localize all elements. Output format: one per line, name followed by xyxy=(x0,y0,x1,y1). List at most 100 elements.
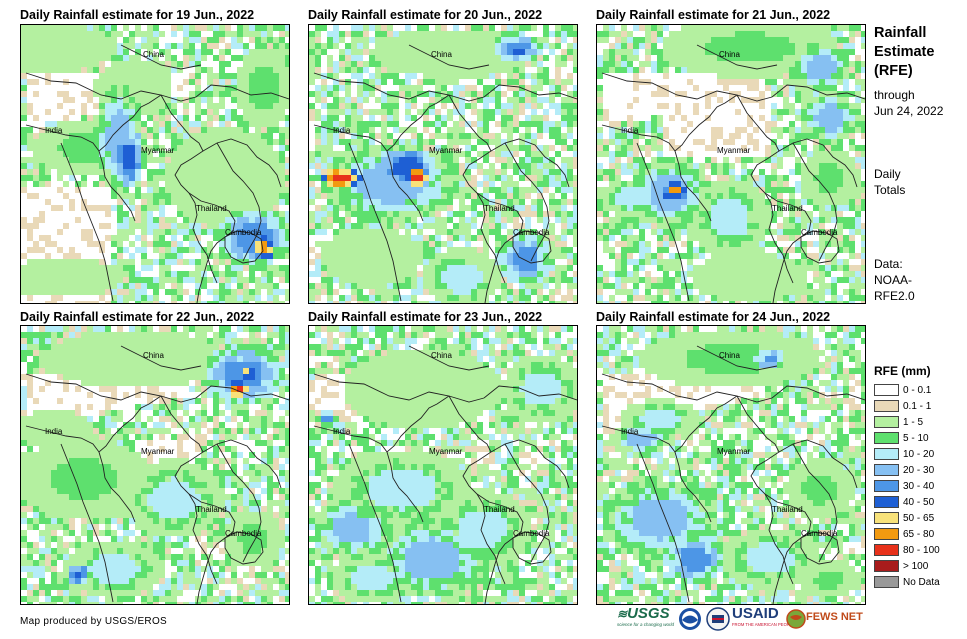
country-borders xyxy=(313,345,577,604)
map-label-thailand: Thailand xyxy=(196,204,227,213)
map-label-china: China xyxy=(719,351,740,360)
legend-swatch xyxy=(874,560,899,572)
legend-item: No Data xyxy=(874,574,940,590)
map-label-thailand: Thailand xyxy=(196,505,227,514)
data-label: Data: xyxy=(874,257,903,271)
legend-swatch xyxy=(874,416,899,428)
country-borders xyxy=(601,44,865,303)
legend-swatch xyxy=(874,464,899,476)
legend: 0 - 0.1 0.1 - 1 1 - 5 5 - 10 10 - 20 20 - 30 3… xyxy=(874,382,940,590)
legend-swatch xyxy=(874,496,899,508)
map-label-cambodia: Cambodia xyxy=(513,529,550,538)
title-line-1: Rainfall xyxy=(874,25,927,41)
rainfall-map-svg: China India Myanmar Thailand Cambodia xyxy=(21,326,289,604)
rainfall-map-svg: China India Myanmar Thailand Cambodia xyxy=(309,326,577,604)
rainfall-map-svg: China India Myanmar Thailand Cambodia xyxy=(21,25,289,303)
legend-swatch xyxy=(874,448,899,460)
country-borders xyxy=(313,44,577,303)
map-label-china: China xyxy=(143,50,164,59)
usgs-logo: ≋USGS science for a changing world xyxy=(617,606,677,634)
usaid-seal-icon xyxy=(706,607,730,631)
rainfall-grid xyxy=(597,25,865,303)
legend-label: 5 - 10 xyxy=(903,432,929,444)
map-label-thailand: Thailand xyxy=(772,204,803,213)
legend-swatch xyxy=(874,544,899,556)
title-line-3: (RFE) xyxy=(874,63,913,79)
legend-swatch xyxy=(874,528,899,540)
noaa-logo-icon xyxy=(679,608,701,630)
map-label-cambodia: Cambodia xyxy=(225,228,262,237)
rainfall-map-20-jun: China India Myanmar Thailand Cambodia xyxy=(308,24,578,304)
through-date: Jun 24, 2022 xyxy=(874,104,944,118)
map-label-cambodia: Cambodia xyxy=(225,529,262,538)
map-label-thailand: Thailand xyxy=(772,505,803,514)
rainfall-map-svg: China India Myanmar Thailand Cambodia xyxy=(597,326,865,604)
data-source-text: Data: NOAA- RFE2.0 xyxy=(874,256,964,304)
panel-title-3: Daily Rainfall estimate for 21 Jun., 202… xyxy=(596,8,831,22)
rainfall-grid xyxy=(309,25,577,303)
legend-label: 0.1 - 1 xyxy=(903,400,932,412)
legend-label: 50 - 65 xyxy=(903,512,935,524)
legend-item: 50 - 65 xyxy=(874,510,940,526)
map-label-myanmar: Myanmar xyxy=(429,447,463,456)
map-label-india: India xyxy=(621,126,639,135)
rainfall-grid xyxy=(21,25,289,303)
panel-title-1: Daily Rainfall estimate for 19 Jun., 202… xyxy=(20,8,255,22)
legend-item: 20 - 30 xyxy=(874,462,940,478)
data-source-line-2: RFE2.0 xyxy=(874,289,915,303)
credit-text: Map produced by USGS/EROS xyxy=(20,616,168,627)
usgs-tagline: science for a changing world xyxy=(617,622,675,627)
sidebar-title: Rainfall Estimate (RFE) xyxy=(874,24,964,81)
through-label: through xyxy=(874,88,915,102)
map-label-myanmar: Myanmar xyxy=(141,146,175,155)
panel-title-6: Daily Rainfall estimate for 24 Jun., 202… xyxy=(596,310,831,324)
map-label-myanmar: Myanmar xyxy=(717,146,751,155)
legend-item: 5 - 10 xyxy=(874,430,940,446)
legend-item: 10 - 20 xyxy=(874,446,940,462)
legend-label: > 100 xyxy=(903,560,929,572)
map-label-thailand: Thailand xyxy=(484,204,515,213)
map-label-india: India xyxy=(333,427,351,436)
fewsnet-globe-icon xyxy=(786,609,806,629)
legend-item: 0 - 0.1 xyxy=(874,382,940,398)
panel-title-5: Daily Rainfall estimate for 23 Jun., 202… xyxy=(308,310,543,324)
usaid-text: USAID xyxy=(732,605,779,622)
legend-label: 0 - 0.1 xyxy=(903,384,932,396)
panel-title-2: Daily Rainfall estimate for 20 Jun., 202… xyxy=(308,8,543,22)
usgs-text: USGS xyxy=(627,605,670,622)
country-borders xyxy=(25,345,289,604)
map-label-cambodia: Cambodia xyxy=(801,228,838,237)
rainfall-map-22-jun: China India Myanmar Thailand Cambodia xyxy=(20,325,290,605)
legend-swatch xyxy=(874,384,899,396)
rainfall-map-svg: China India Myanmar Thailand Cambodia xyxy=(597,25,865,303)
rainfall-map-21-jun: China India Myanmar Thailand Cambodia xyxy=(596,24,866,304)
legend-label: 20 - 30 xyxy=(903,464,935,476)
map-label-china: China xyxy=(431,50,452,59)
country-borders xyxy=(601,345,865,604)
legend-swatch xyxy=(874,400,899,412)
legend-item: 80 - 100 xyxy=(874,542,940,558)
through-text: through Jun 24, 2022 xyxy=(874,87,964,119)
legend-item: > 100 xyxy=(874,558,940,574)
map-label-india: India xyxy=(45,427,63,436)
legend-label: No Data xyxy=(903,576,940,588)
rainfall-grid xyxy=(21,326,289,604)
daily-label: Daily xyxy=(874,167,901,181)
map-label-china: China xyxy=(143,351,164,360)
map-label-myanmar: Myanmar xyxy=(429,146,463,155)
map-label-india: India xyxy=(45,126,63,135)
legend-item: 1 - 5 xyxy=(874,414,940,430)
legend-label: 1 - 5 xyxy=(903,416,924,428)
map-label-china: China xyxy=(719,50,740,59)
legend-item: 0.1 - 1 xyxy=(874,398,940,414)
legend-swatch xyxy=(874,480,899,492)
daily-totals-text: Daily Totals xyxy=(874,166,964,198)
usgs-wave-icon: ≋ xyxy=(617,607,628,621)
totals-label: Totals xyxy=(874,183,906,197)
map-label-thailand: Thailand xyxy=(484,505,515,514)
map-label-cambodia: Cambodia xyxy=(513,228,550,237)
legend-label: 30 - 40 xyxy=(903,480,935,492)
usaid-logo: USAID FROM THE AMERICAN PEOPLE xyxy=(732,605,795,634)
legend-swatch xyxy=(874,576,899,588)
data-source-line-1: NOAA- xyxy=(874,273,913,287)
